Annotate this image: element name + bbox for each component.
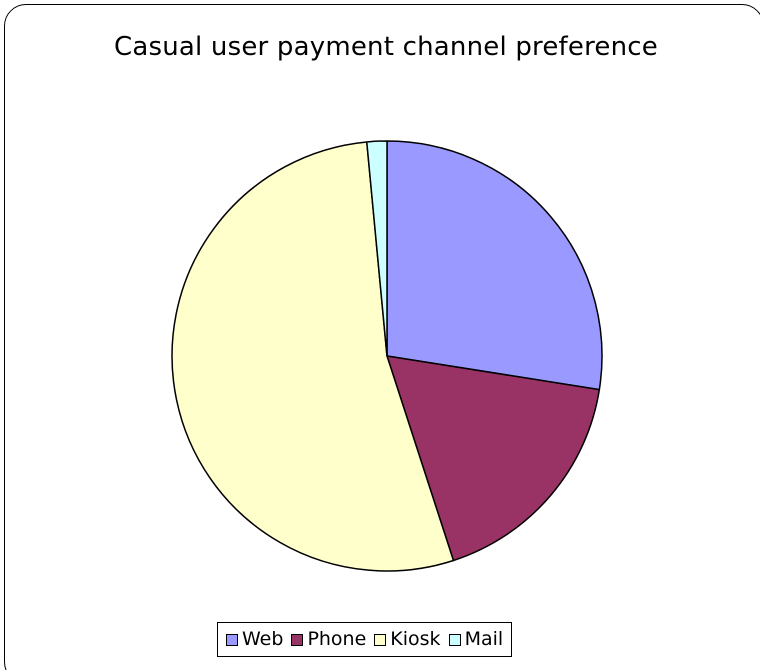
- legend-label-web: Web: [242, 628, 284, 650]
- legend-item-kiosk: Kiosk: [374, 628, 441, 650]
- legend-swatch-web: [226, 633, 238, 646]
- legend-swatch-kiosk: [374, 633, 387, 646]
- pie-slice-web: [386, 140, 603, 391]
- legend-label-mail: Mail: [464, 628, 504, 650]
- chart-title: Casual user payment channel preference: [114, 32, 658, 62]
- legend-item-phone: Phone: [291, 630, 366, 649]
- legend-item-mail: Mail: [448, 628, 504, 650]
- legend-label-phone: Phone: [307, 628, 367, 650]
- legend-swatch-mail: [448, 633, 461, 646]
- legend-swatch-phone: [291, 633, 304, 646]
- pie-slice-kiosk: [171, 141, 455, 572]
- pie-slice-mail: [366, 140, 388, 357]
- pie-slices-group: [171, 140, 603, 572]
- legend-item-web: Web: [226, 630, 283, 649]
- pie-slice-phone: [386, 355, 601, 562]
- chart-legend: Web Phone Kiosk Mail: [217, 622, 513, 657]
- legend-label-kiosk: Kiosk: [390, 628, 441, 650]
